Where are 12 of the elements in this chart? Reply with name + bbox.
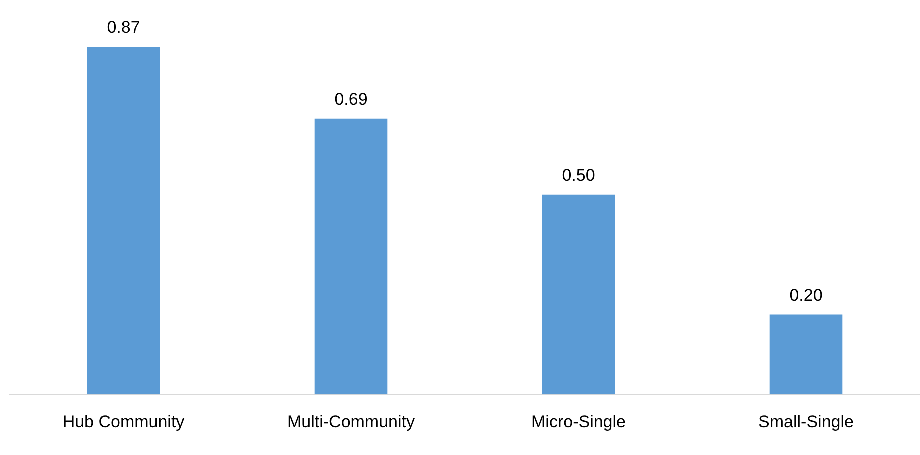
x-tick-label: Multi-Community	[287, 412, 416, 432]
x-tick-label: Hub Community	[62, 412, 186, 432]
data-label: 0.20	[790, 286, 823, 305]
data-label: 0.50	[562, 166, 596, 186]
x-tick-label: Small-Single	[758, 412, 854, 432]
bar	[542, 194, 616, 395]
bar	[770, 314, 843, 395]
data-label: 0.87	[107, 18, 140, 38]
bar	[87, 47, 160, 395]
x-tick-label: Micro-Single	[532, 412, 626, 432]
bar	[314, 118, 388, 395]
data-label: 0.69	[334, 90, 368, 110]
